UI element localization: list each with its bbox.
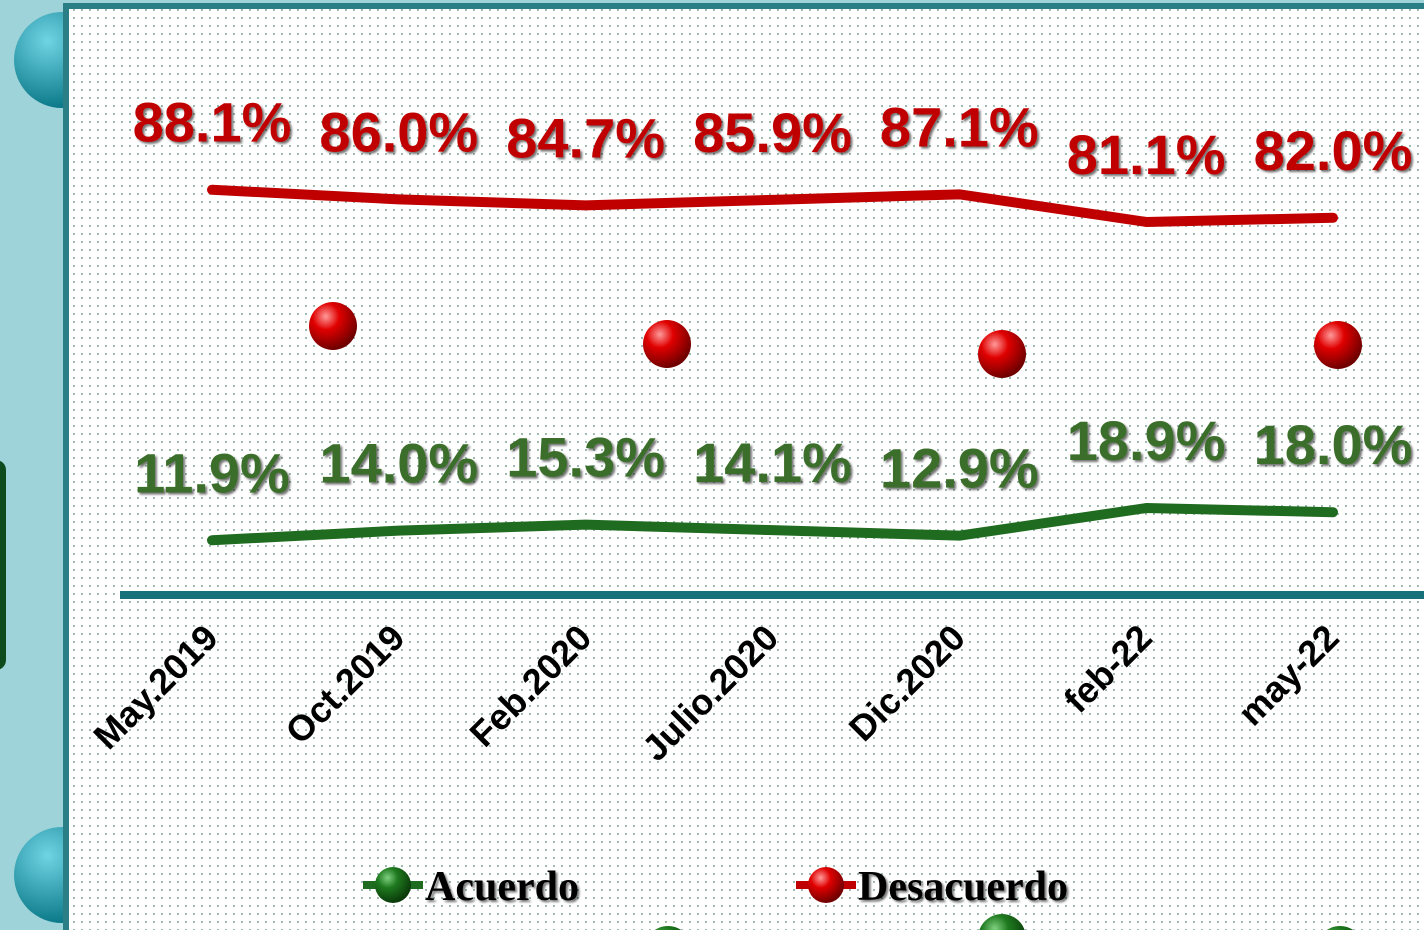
legend-item: Acuerdo	[363, 864, 579, 910]
data-label: 82.0%	[1254, 119, 1413, 182]
legend-marker	[808, 867, 844, 903]
data-label: 84.7%	[506, 106, 665, 169]
decor-dot	[643, 320, 691, 368]
data-label: 87.1%	[880, 95, 1039, 158]
decor-dot	[1326, 926, 1354, 930]
data-label: 81.1%	[1067, 123, 1226, 186]
decor-dot	[654, 926, 682, 930]
series-line	[207, 184, 1338, 227]
legend-marker	[375, 867, 411, 903]
data-label: 85.9%	[693, 101, 852, 164]
data-label: 15.3%	[506, 426, 665, 489]
decor-tab	[0, 460, 6, 670]
decor-dot	[1314, 321, 1362, 369]
plot-panel	[63, 3, 1424, 930]
decor-dot	[309, 302, 357, 350]
data-label: 14.0%	[319, 432, 478, 495]
data-label: 12.9%	[880, 437, 1039, 500]
legend-label: Acuerdo	[425, 864, 579, 910]
legend-item: Desacuerdo	[796, 864, 1068, 910]
decor-dot	[978, 330, 1026, 378]
data-label: 18.9%	[1067, 409, 1226, 472]
series-line	[207, 503, 1338, 546]
data-label: 11.9%	[134, 441, 290, 504]
data-label: 86.0%	[319, 100, 478, 163]
legend-label: Desacuerdo	[858, 864, 1068, 910]
data-label: 18.0%	[1254, 413, 1413, 476]
data-label: 88.1%	[133, 91, 292, 154]
decor-dot	[979, 914, 1025, 930]
data-label: 14.1%	[693, 431, 852, 494]
